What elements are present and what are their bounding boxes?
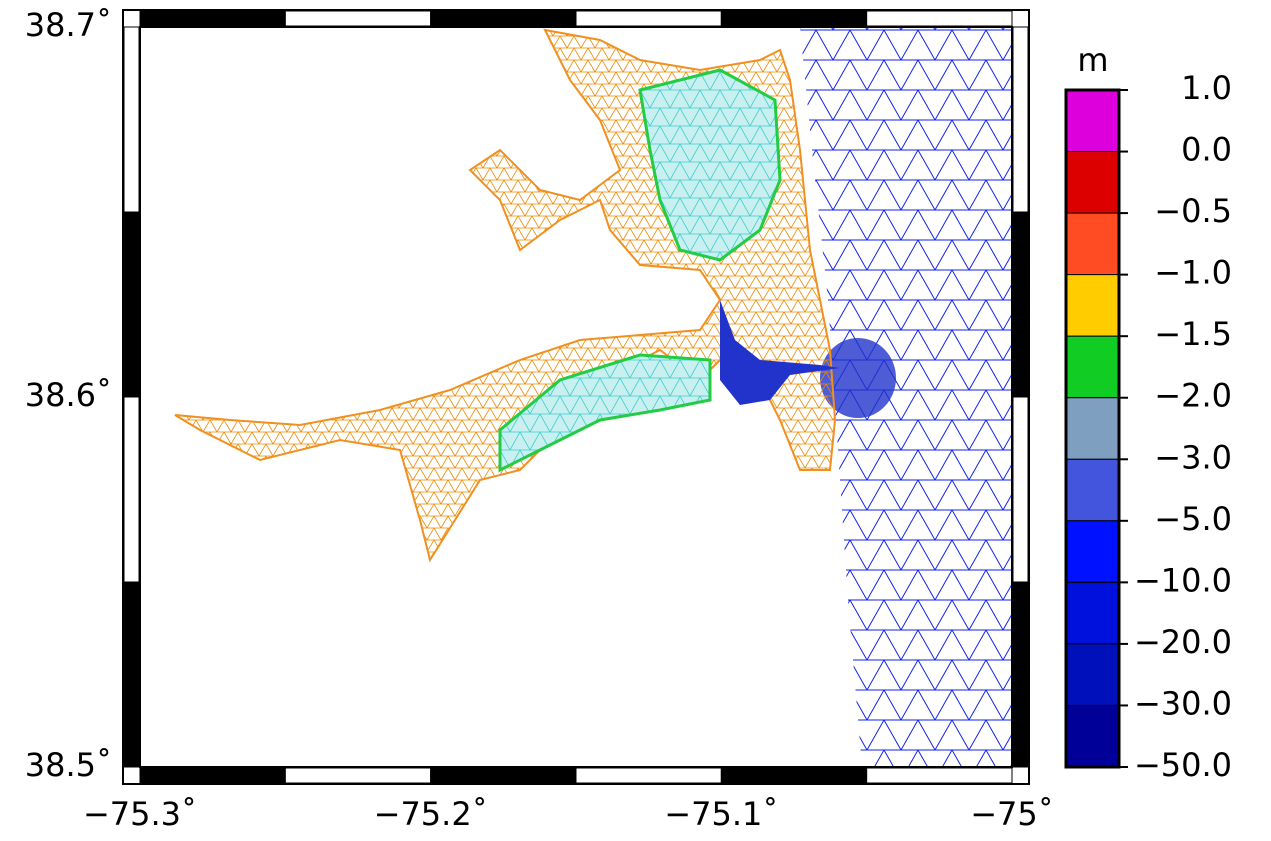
colorbar-bin [1066, 582, 1119, 644]
frame-segment [721, 768, 866, 783]
map-figure: m −75.3˚−75.2˚−75.1˚−75˚38.7˚38.6˚38.5˚ … [0, 0, 1271, 837]
frame-segment [576, 768, 721, 783]
colorbar-bin [1066, 398, 1119, 460]
frame-segment [285, 768, 430, 783]
colorbar-bin [1066, 152, 1119, 214]
colorbar: 1.0 0.0 −0.5 −1.0 −1.5 −2.0 −3.0 −5.0 −10.0 −20.0… [1066, 69, 1232, 784]
colorbar-label: −0.5 [1154, 192, 1232, 230]
frame-segment [285, 11, 430, 26]
colorbar-label: −1.5 [1154, 315, 1232, 353]
colorbar-bin [1066, 644, 1119, 706]
frame-segment [124, 27, 139, 212]
colorbar-bin [1066, 521, 1119, 583]
colorbar-unit: m [1077, 41, 1108, 79]
y-tick-label: 38.5˚ [25, 746, 112, 784]
frame-segment [431, 768, 576, 783]
page: {"map": { "x_ticks": ["−75.3˚", "−75.2˚"… [0, 0, 1271, 841]
frame-segment [721, 11, 866, 26]
colorbar-label: 0.0 [1181, 131, 1232, 169]
colorbar-label: −1.0 [1154, 254, 1232, 292]
frame-segment [1013, 397, 1028, 582]
frame-segment [431, 11, 576, 26]
mesh-plot [175, 27, 1012, 767]
y-tick-label: 38.7˚ [25, 6, 112, 44]
frame-segment [1013, 27, 1028, 212]
colorbar-bin [1066, 275, 1119, 337]
colorbar-label: 1.0 [1181, 69, 1232, 107]
x-tick-label: −75.2˚ [374, 795, 488, 833]
colorbar-label: −50.0 [1134, 746, 1232, 784]
frame-segment [124, 582, 139, 767]
colorbar-bin [1066, 213, 1119, 275]
colorbar-bin [1066, 705, 1119, 767]
x-tick-label: −75˚ [970, 795, 1054, 833]
colorbar-bin [1066, 336, 1119, 398]
frame-segment [867, 768, 1012, 783]
frame-segment [124, 397, 139, 582]
x-tick-label: −75.1˚ [664, 795, 778, 833]
colorbar-label: −20.0 [1134, 623, 1232, 661]
colorbar-label: −3.0 [1154, 438, 1232, 476]
colorbar-label: −5.0 [1154, 500, 1232, 538]
frame-segment [867, 11, 1012, 26]
frame-segment [140, 768, 285, 783]
colorbar-bin [1066, 459, 1119, 521]
colorbar-label: −2.0 [1154, 377, 1232, 415]
colorbar-bin [1066, 90, 1119, 152]
frame-segment [124, 212, 139, 397]
y-tick-label: 38.6˚ [25, 376, 112, 414]
colorbar-label: −30.0 [1134, 684, 1232, 722]
x-tick-label: −75.3˚ [83, 795, 197, 833]
frame-segment [1013, 212, 1028, 397]
colorbar-label: −10.0 [1134, 561, 1232, 599]
frame-segment [1013, 582, 1028, 767]
frame-segment [140, 11, 285, 26]
frame-segment [576, 11, 721, 26]
